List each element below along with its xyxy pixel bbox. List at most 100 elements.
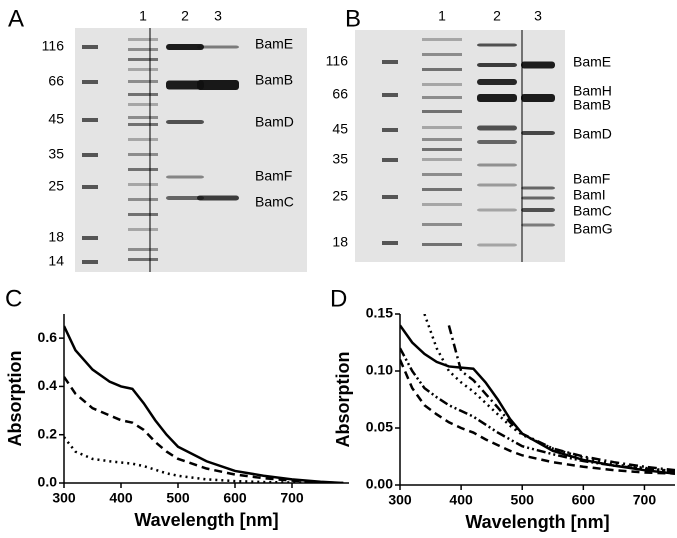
marker-band	[82, 80, 98, 84]
gel-band	[521, 94, 555, 102]
panel-letter: A	[8, 5, 24, 32]
gel-band	[422, 83, 462, 86]
gel-background	[75, 28, 307, 272]
y-tick-label: 0.05	[366, 419, 393, 435]
data-line	[400, 347, 675, 473]
lane-number: 3	[534, 8, 542, 24]
x-tick-label: 400	[449, 492, 473, 508]
marker-label: 66	[332, 86, 348, 102]
x-tick-label: 600	[223, 490, 247, 506]
marker-label: 116	[42, 38, 65, 54]
y-tick-label: 0.4	[38, 377, 58, 393]
data-line	[447, 325, 675, 472]
lane-number: 3	[214, 8, 222, 24]
gel-band	[128, 258, 158, 261]
gel-band	[422, 158, 462, 161]
y-tick-label: 0.6	[38, 329, 58, 345]
gel-band	[477, 125, 517, 131]
lane-number: 1	[438, 8, 446, 24]
gel-band	[422, 68, 462, 71]
gel-band	[166, 80, 204, 90]
gel-band	[197, 195, 239, 201]
data-line	[64, 325, 344, 483]
gel-band	[197, 80, 239, 90]
marker-label: 14	[48, 253, 64, 269]
gel-band	[166, 196, 204, 200]
gel-band	[477, 183, 517, 187]
gel-band	[128, 213, 158, 216]
y-axis-title: Absorption	[5, 351, 25, 447]
marker-band	[82, 45, 98, 49]
gel-band	[422, 96, 462, 99]
lane-number: 1	[139, 8, 147, 24]
gel-band	[477, 163, 517, 167]
gel-band	[128, 248, 158, 251]
x-tick-label: 400	[109, 490, 133, 506]
lane-number: 2	[493, 8, 501, 24]
gel-band	[422, 203, 462, 206]
band-label: BamF	[573, 171, 610, 187]
gel-band	[128, 153, 158, 156]
gel-band	[128, 198, 158, 201]
x-tick-label: 300	[388, 492, 412, 508]
gel-band	[166, 44, 204, 50]
marker-band	[82, 185, 98, 189]
marker-label: 45	[332, 121, 348, 137]
data-line	[400, 359, 675, 475]
gel-band	[128, 103, 158, 106]
x-tick-label: 500	[511, 492, 535, 508]
gel-band	[128, 183, 158, 186]
gel-band	[521, 186, 555, 190]
marker-band	[382, 93, 398, 97]
gel-band	[521, 196, 555, 200]
marker-band	[382, 60, 398, 64]
gel-band	[422, 126, 462, 129]
marker-band	[382, 195, 398, 199]
y-tick-label: 0.15	[366, 305, 393, 321]
gel-band	[128, 228, 158, 231]
gel-band	[477, 63, 517, 67]
gel-band	[128, 48, 158, 51]
gel-band	[422, 188, 462, 191]
gel-band	[128, 80, 158, 83]
marker-label: 35	[48, 146, 64, 162]
y-tick-label: 0.2	[38, 425, 58, 441]
band-label: BamB	[255, 72, 293, 88]
x-axis-title: Wavelength [nm]	[465, 512, 609, 532]
y-axis-title: Absorption	[333, 352, 353, 448]
marker-label: 25	[48, 178, 64, 194]
band-label: BamG	[573, 221, 613, 237]
data-line	[64, 376, 344, 483]
gel-band	[477, 79, 517, 85]
band-label: BamF	[255, 168, 292, 184]
gel-band	[477, 208, 517, 212]
marker-label: 66	[48, 73, 64, 89]
marker-band	[82, 236, 98, 240]
x-axis-title: Wavelength [nm]	[134, 510, 278, 530]
band-label: BamE	[573, 54, 611, 70]
gel-band	[422, 148, 462, 151]
y-tick-label: 0.10	[366, 362, 393, 378]
gel-band	[128, 138, 158, 141]
x-tick-label: 500	[166, 490, 190, 506]
x-tick-label: 300	[52, 490, 76, 506]
marker-band	[382, 158, 398, 162]
x-tick-label: 700	[633, 492, 657, 508]
gel-band	[166, 120, 204, 124]
marker-band	[382, 241, 398, 245]
marker-band	[82, 153, 98, 157]
gel-band	[422, 223, 462, 226]
panel-letter: C	[5, 285, 22, 312]
gel-band	[422, 243, 462, 246]
band-label: BamE	[255, 36, 293, 52]
gel-band	[422, 110, 462, 113]
marker-label: 25	[332, 188, 348, 204]
gel-band	[128, 168, 158, 171]
gel-band	[521, 61, 555, 69]
marker-label: 35	[332, 151, 348, 167]
x-tick-label: 700	[280, 490, 304, 506]
gel-band	[422, 53, 462, 56]
panel-letter: D	[330, 285, 347, 312]
data-line	[400, 324, 675, 475]
